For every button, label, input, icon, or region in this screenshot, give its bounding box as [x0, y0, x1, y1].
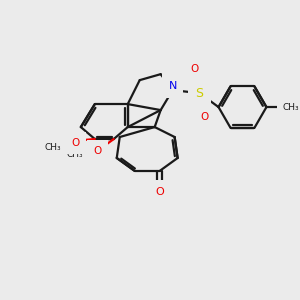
Text: CH₃: CH₃ [282, 103, 299, 112]
Text: N: N [168, 81, 177, 91]
Text: O: O [190, 64, 199, 74]
Text: O: O [155, 187, 164, 197]
Text: CH₃: CH₃ [67, 151, 83, 160]
Text: O: O [200, 112, 209, 122]
Text: O: O [72, 138, 80, 148]
Text: S: S [196, 87, 204, 100]
Text: O: O [94, 146, 102, 156]
Text: CH₃: CH₃ [45, 142, 61, 152]
